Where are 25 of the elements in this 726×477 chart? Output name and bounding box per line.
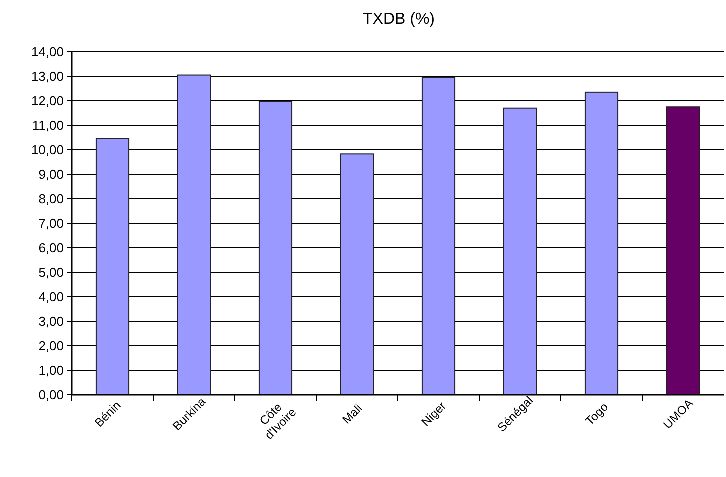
y-tick-label: 13,00 (31, 69, 64, 84)
y-tick-label: 4,00 (38, 290, 64, 305)
x-tick-label: Togo (582, 400, 612, 428)
bar (96, 138, 130, 396)
bar (258, 100, 293, 396)
y-tick-label: 0,00 (38, 388, 64, 403)
y-tick-label: 5,00 (38, 265, 64, 280)
y-tick-label: 14,00 (31, 44, 64, 60)
y-tick-label: 3,00 (38, 314, 64, 330)
y-tick-label: 8,00 (38, 192, 64, 207)
y-tick-label: 10,00 (31, 142, 64, 158)
chart-title: TXDB (%) (363, 11, 435, 28)
y-tick-label: 2,00 (38, 338, 64, 354)
bar (503, 108, 538, 396)
bar (340, 154, 374, 396)
y-tick-label: 12,00 (31, 94, 64, 109)
y-tick-label: 6,00 (38, 240, 64, 256)
y-tick-label: 7,00 (38, 216, 64, 232)
y-tick-label: 1,00 (38, 363, 64, 378)
y-tick-label: 11,00 (32, 118, 64, 134)
bar (422, 77, 456, 396)
bar (177, 74, 212, 396)
y-tick-label: 9,00 (38, 167, 64, 182)
bar (666, 106, 700, 396)
bar (584, 92, 619, 396)
